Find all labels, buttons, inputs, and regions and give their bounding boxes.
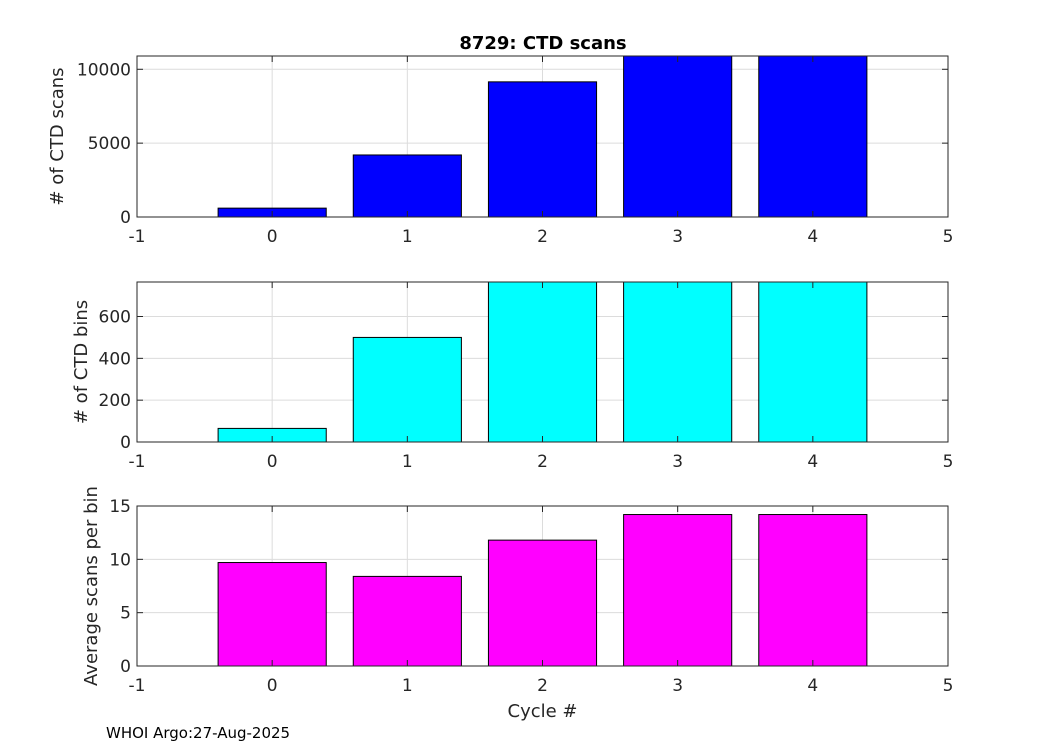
chart-title: 8729: CTD scans: [459, 33, 626, 54]
y-tick-label: 600: [99, 308, 131, 328]
x-tick-label: 3: [672, 676, 683, 696]
y-tick-label: 10: [109, 550, 131, 570]
x-tick-label: 1: [402, 227, 413, 247]
y-tick-label: 15: [109, 497, 131, 517]
y-tick-label: 0: [120, 657, 131, 677]
bar-cycle-0: [217, 562, 327, 667]
y-tick-label: 200: [99, 391, 131, 411]
bar-cycle-2: [487, 81, 598, 218]
x-tick-label: 3: [672, 227, 683, 247]
y-axis-label: Average scans per bin: [81, 486, 102, 686]
x-tick-label: 2: [537, 227, 548, 247]
x-tick-label: -1: [129, 227, 146, 247]
y-tick-label: 0: [120, 433, 131, 453]
x-tick-label: 4: [807, 676, 818, 696]
y-tick-label: 0: [120, 208, 131, 228]
y-tick-label: 10000: [77, 60, 131, 80]
x-tick-label: 2: [537, 452, 548, 472]
x-tick-label: -1: [129, 452, 146, 472]
x-tick-label: -1: [129, 676, 146, 696]
x-tick-label: 2: [537, 676, 548, 696]
bar-cycle-3: [623, 281, 733, 443]
bar-cycle-2: [487, 281, 598, 443]
x-tick-label: 4: [807, 227, 818, 247]
x-tick-label: 5: [943, 227, 954, 247]
bar-cycle-4: [758, 514, 868, 667]
y-axis-label: # of CTD scans: [47, 67, 68, 205]
y-axis-label: # of CTD bins: [71, 300, 92, 424]
x-tick-label: 5: [943, 452, 954, 472]
x-tick-label: 1: [402, 452, 413, 472]
x-axis-label: Cycle #: [508, 701, 578, 722]
y-tick-label: 5000: [88, 134, 131, 154]
x-tick-label: 0: [267, 227, 278, 247]
bar-cycle-1: [352, 154, 462, 218]
bar-cycle-4: [758, 55, 868, 218]
bar-cycle-3: [623, 514, 733, 667]
bar-cycle-4: [758, 281, 868, 443]
bar-cycle-1: [352, 575, 462, 667]
x-tick-label: 0: [267, 452, 278, 472]
bar-cycle-2: [487, 539, 598, 667]
bar-cycle-3: [623, 55, 733, 218]
y-tick-label: 400: [99, 349, 131, 369]
y-tick-label: 5: [120, 604, 131, 624]
x-tick-label: 0: [267, 676, 278, 696]
x-tick-label: 5: [943, 676, 954, 696]
x-tick-label: 3: [672, 452, 683, 472]
bar-cycle-1: [352, 336, 462, 443]
x-tick-label: 4: [807, 452, 818, 472]
x-tick-label: 1: [402, 676, 413, 696]
footer-credit: WHOI Argo:27-Aug-2025: [106, 724, 291, 742]
